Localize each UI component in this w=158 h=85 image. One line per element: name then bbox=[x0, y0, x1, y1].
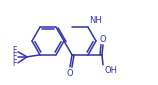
Text: OH: OH bbox=[105, 66, 118, 75]
Text: NH: NH bbox=[89, 16, 102, 25]
Text: F: F bbox=[13, 52, 17, 61]
Text: O: O bbox=[100, 35, 106, 44]
Text: O: O bbox=[67, 69, 73, 78]
Text: F: F bbox=[13, 46, 17, 55]
Text: F: F bbox=[13, 59, 17, 68]
